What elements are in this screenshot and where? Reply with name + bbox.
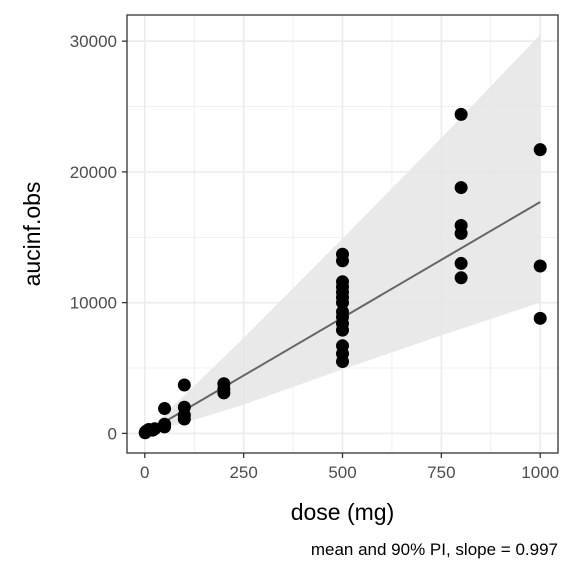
prediction-interval-band [144,34,541,434]
data-point [336,305,349,319]
x-axis-ticks: 0 250 500 750 1000 [140,453,559,482]
x-tick-label: 0 [140,463,149,482]
data-point [533,259,547,273]
data-point [454,219,468,233]
data-point [177,378,191,392]
chart-caption: mean and 90% PI, slope = 0.997 [311,540,558,559]
data-point [158,402,172,416]
x-tick-label: 500 [328,463,356,482]
x-axis-title: dose (mg) [291,499,395,525]
data-points [138,107,547,440]
data-point [336,339,349,353]
data-point [158,417,172,431]
x-tick-label: 750 [427,463,455,482]
y-axis-ticks: 0 10000 20000 30000 [70,32,127,443]
x-tick-label: 250 [229,463,257,482]
data-point [336,275,349,289]
data-point [454,271,468,285]
data-point [533,143,547,157]
data-point [454,256,468,270]
y-tick-label: 20000 [70,163,117,182]
data-point [148,422,162,436]
y-tick-label: 30000 [70,32,117,51]
data-point [454,181,468,195]
y-tick-label: 0 [108,424,117,443]
data-point [177,400,191,414]
y-axis-title: aucinf.obs [19,182,45,287]
data-point [217,377,231,391]
data-point [454,107,468,121]
y-tick-label: 10000 [70,294,117,313]
x-tick-label: 1000 [521,463,559,482]
data-point [336,247,349,261]
data-point [533,311,547,325]
